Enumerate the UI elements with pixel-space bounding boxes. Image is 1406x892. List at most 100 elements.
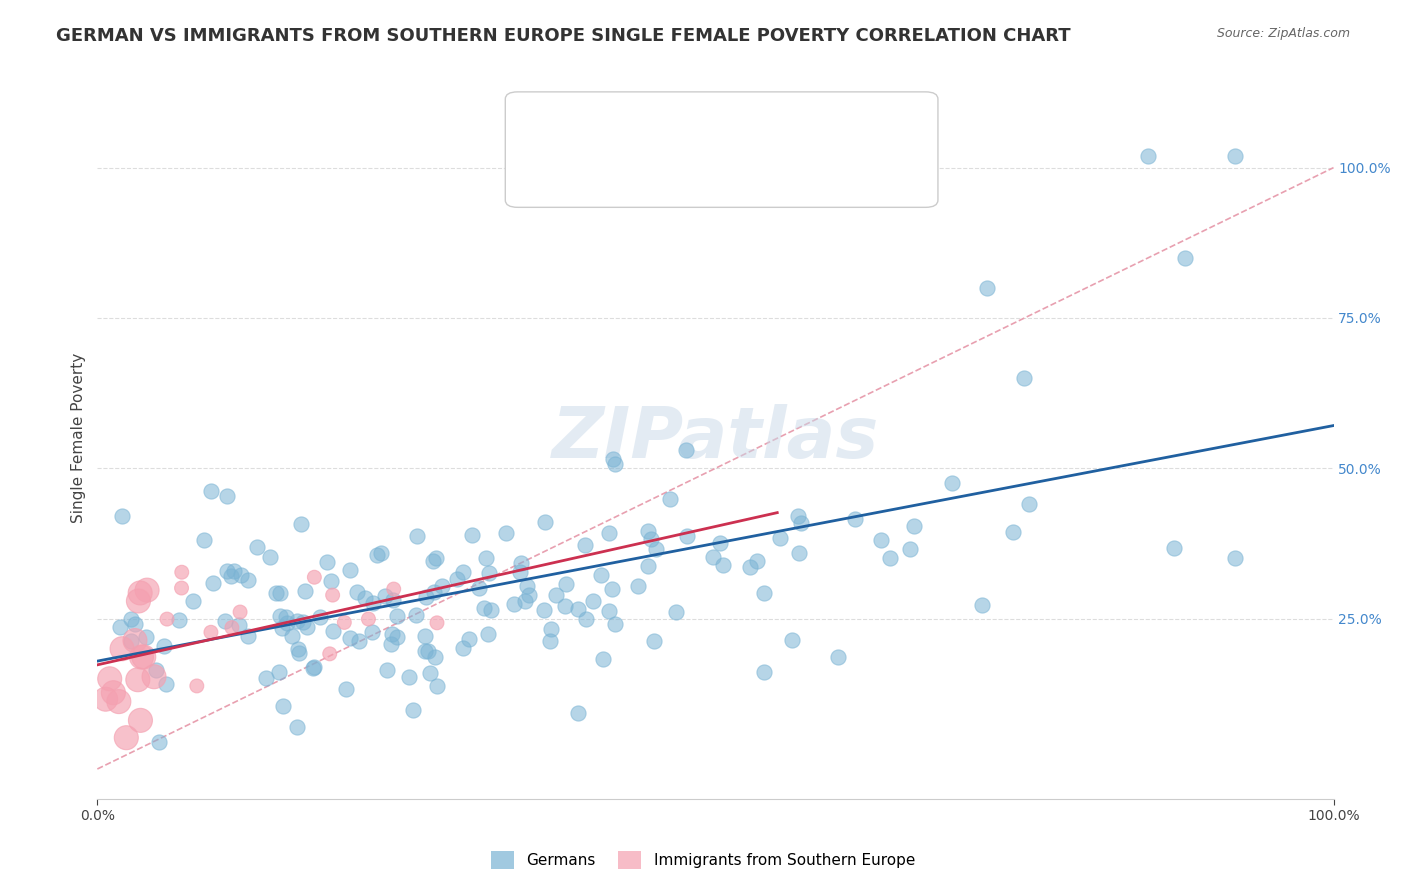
Point (271, 698, 294, 713)
Point (544, 588, 567, 602)
Point (582, 594, 605, 608)
Point (115, 731, 138, 745)
Point (745, 554, 768, 568)
Point (215, 564, 238, 578)
Point (540, 622, 562, 636)
Point (319, 647, 342, 661)
Point (145, 663, 167, 677)
Point (603, 457, 626, 471)
Point (401, 703, 423, 717)
Point (567, 706, 589, 721)
Point (645, 541, 668, 556)
Point (555, 577, 578, 591)
Point (290, 517, 312, 532)
Point (426, 615, 449, 630)
Point (598, 604, 620, 618)
Point (221, 568, 243, 582)
Point (626, 579, 648, 593)
Point (136, 583, 159, 598)
Point (415, 591, 437, 605)
Point (1001, 524, 1024, 539)
Point (406, 529, 429, 543)
Point (111, 641, 134, 656)
Point (339, 631, 361, 645)
Point (304, 570, 326, 584)
Point (132, 649, 155, 664)
Point (135, 630, 157, 644)
Point (589, 568, 612, 582)
Point (643, 634, 665, 648)
Point (575, 612, 598, 626)
Point (738, 559, 761, 574)
Point (254, 671, 277, 685)
Point (398, 670, 420, 684)
Point (827, 650, 849, 665)
Point (124, 633, 146, 648)
Point (322, 624, 344, 638)
Point (387, 630, 409, 644)
Point (786, 509, 808, 524)
Point (419, 666, 441, 681)
Point (605, 616, 627, 631)
Point (425, 650, 447, 665)
Point (214, 614, 236, 628)
Point (153, 639, 176, 653)
Point (170, 565, 193, 579)
Point (413, 630, 436, 644)
Point (675, 443, 697, 458)
Point (339, 563, 361, 577)
Point (183, 594, 205, 608)
Point (380, 637, 402, 651)
Point (269, 585, 291, 599)
Point (246, 540, 269, 554)
Point (349, 634, 371, 648)
Point (361, 596, 384, 610)
Point (156, 612, 179, 626)
Point (461, 527, 484, 541)
Y-axis label: Single Female Poverty: Single Female Poverty (72, 353, 86, 524)
Point (127, 594, 149, 608)
Point (1163, 541, 1185, 555)
Point (879, 551, 901, 566)
Legend: Germans, Immigrants from Southern Europe: Germans, Immigrants from Southern Europe (485, 845, 921, 875)
Point (269, 608, 291, 623)
Point (659, 492, 682, 507)
Point (513, 593, 536, 607)
Point (517, 588, 540, 602)
Point (534, 515, 557, 529)
Point (453, 641, 475, 656)
FancyBboxPatch shape (505, 92, 938, 207)
Point (124, 617, 146, 632)
Point (353, 591, 375, 605)
Point (903, 519, 925, 533)
Point (600, 582, 623, 596)
Point (430, 579, 453, 593)
Point (228, 618, 250, 632)
Point (301, 661, 323, 675)
Point (769, 531, 792, 545)
Point (709, 535, 731, 549)
Point (475, 550, 498, 565)
Point (321, 574, 343, 589)
Point (297, 620, 319, 634)
Point (665, 605, 688, 619)
Point (477, 627, 499, 641)
Point (291, 615, 314, 629)
Point (360, 625, 382, 640)
Point (1014, 371, 1036, 385)
Point (870, 533, 893, 547)
Point (458, 632, 481, 646)
Point (111, 509, 134, 524)
Point (285, 720, 308, 734)
Point (287, 614, 309, 628)
Point (224, 565, 246, 579)
Point (381, 627, 404, 641)
Point (120, 634, 142, 648)
Point (472, 601, 495, 615)
Point (375, 663, 398, 677)
Point (711, 558, 734, 572)
Point (131, 650, 153, 665)
Point (129, 714, 152, 728)
Point (382, 582, 405, 596)
Point (844, 512, 866, 526)
